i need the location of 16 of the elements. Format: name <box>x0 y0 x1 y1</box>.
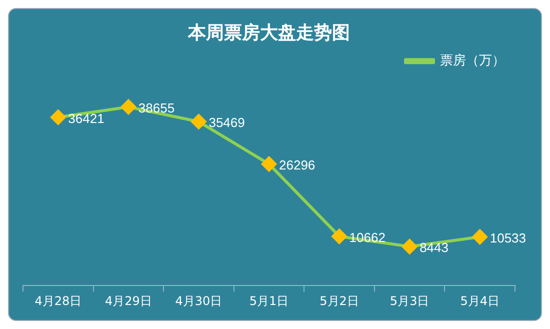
x-tick-label: 5月3日 <box>390 294 430 308</box>
legend-label: 票房（万） <box>440 52 505 68</box>
x-tick-label: 5月4日 <box>460 294 500 308</box>
data-label: 8443 <box>420 240 448 256</box>
x-tick-label: 5月1日 <box>249 294 289 308</box>
chart-title: 本周票房大盘走势图 <box>187 22 350 44</box>
data-label: 36421 <box>68 110 104 126</box>
data-label: 10662 <box>349 230 386 245</box>
data-label: 35469 <box>208 115 245 130</box>
x-tick-label: 4月29日 <box>104 294 152 308</box>
data-label: 26296 <box>279 158 316 173</box>
data-label: 10533 <box>490 230 526 246</box>
data-label: 38655 <box>138 100 175 116</box>
x-tick-label: 5月2日 <box>320 294 359 308</box>
x-tick-label: 4月28日 <box>34 294 82 308</box>
x-tick-label: 4月30日 <box>175 294 222 308</box>
